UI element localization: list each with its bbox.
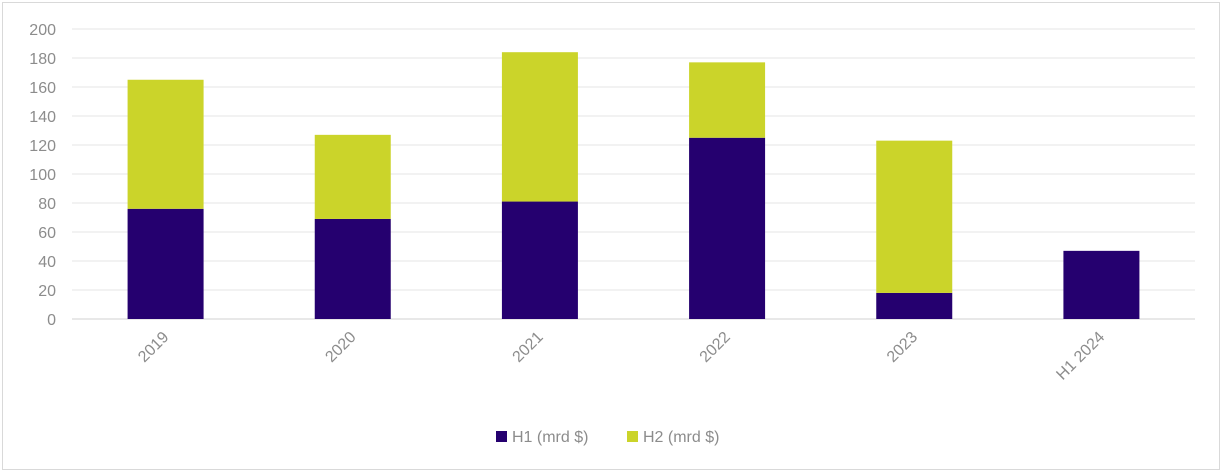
legend-label-h2: H2 (mrd $) (643, 429, 719, 446)
y-tick-label: 60 (38, 225, 56, 242)
x-tick-label: H1 2024 (1053, 329, 1108, 384)
bar-segment-h1 (314, 218, 391, 319)
bar-segment-h1 (501, 201, 578, 319)
bar-segment-h2 (876, 140, 953, 293)
bar-segment-h1 (1063, 250, 1140, 319)
y-tick-label: 0 (47, 312, 56, 329)
legend-swatch-h1 (496, 431, 507, 442)
x-tick-label: 2020 (322, 329, 359, 366)
y-tick-label: 140 (29, 109, 56, 126)
y-tick-label: 80 (38, 196, 56, 213)
bar-segment-h2 (501, 52, 578, 202)
bars (127, 52, 1140, 319)
legend-label-h1: H1 (mrd $) (512, 429, 588, 446)
y-tick-label: 20 (38, 283, 56, 300)
y-tick-label: 120 (29, 138, 56, 155)
bar-segment-h2 (689, 62, 766, 138)
x-axis-ticks: 2019 2020 2021 2022 2023 H1 2024 (135, 329, 1108, 384)
gridlines (72, 28, 1195, 320)
x-tick-label: 2023 (884, 329, 921, 366)
x-tick-label: 2021 (510, 329, 547, 366)
bar-segment-h1 (127, 208, 204, 319)
y-tick-label: 180 (29, 51, 56, 68)
y-tick-label: 40 (38, 254, 56, 271)
bar-segment-h2 (314, 134, 391, 219)
bar-segment-h1 (876, 292, 953, 319)
bar-segment-h1 (689, 137, 766, 319)
legend-swatch-h2 (627, 431, 638, 442)
x-tick-label: 2022 (697, 329, 734, 366)
bar-segment-h2 (127, 79, 204, 209)
y-axis-ticks: 0 20 40 60 80 100 120 140 160 180 200 (29, 22, 56, 329)
legend: H1 (mrd $) H2 (mrd $) (496, 429, 719, 446)
y-tick-label: 160 (29, 80, 56, 97)
x-tick-label: 2019 (135, 329, 172, 366)
y-tick-label: 200 (29, 22, 56, 39)
y-tick-label: 100 (29, 167, 56, 184)
